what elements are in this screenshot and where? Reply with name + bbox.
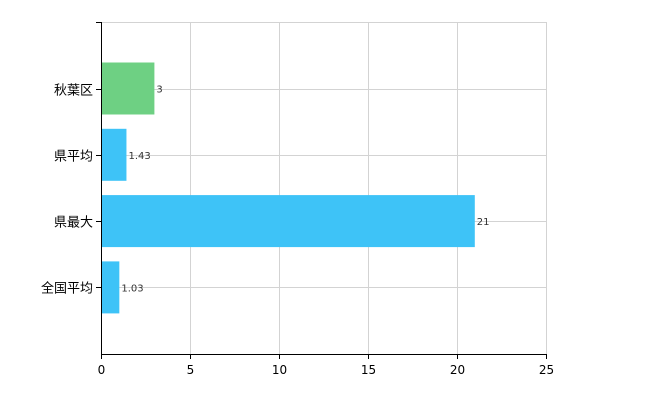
bars-layer <box>101 62 475 314</box>
y-tick-label: 秋葉区 <box>54 84 93 99</box>
x-tick-label: 5 <box>187 363 195 377</box>
bar-3 <box>101 261 120 314</box>
bar-2 <box>101 195 475 248</box>
y-tick-label: 県最大 <box>54 216 93 231</box>
x-tick-label: 10 <box>272 363 287 377</box>
bar-value-label: 1.43 <box>128 151 150 162</box>
y-tick-label: 全国平均 <box>41 281 93 297</box>
x-tick-label: 15 <box>361 363 376 377</box>
grid-layer <box>101 22 547 354</box>
axes-layer <box>96 22 547 359</box>
bar-value-label: 1.03 <box>121 283 143 294</box>
x-tick-label: 20 <box>450 363 465 377</box>
bar-value-label: 21 <box>477 217 490 228</box>
bar-value-label: 3 <box>156 85 162 96</box>
x-tick-label: 0 <box>98 363 106 377</box>
x-tick-label: 25 <box>539 363 554 377</box>
bar-0 <box>101 62 155 115</box>
y-tick-label: 県平均 <box>54 150 93 165</box>
bar-1 <box>101 128 127 181</box>
